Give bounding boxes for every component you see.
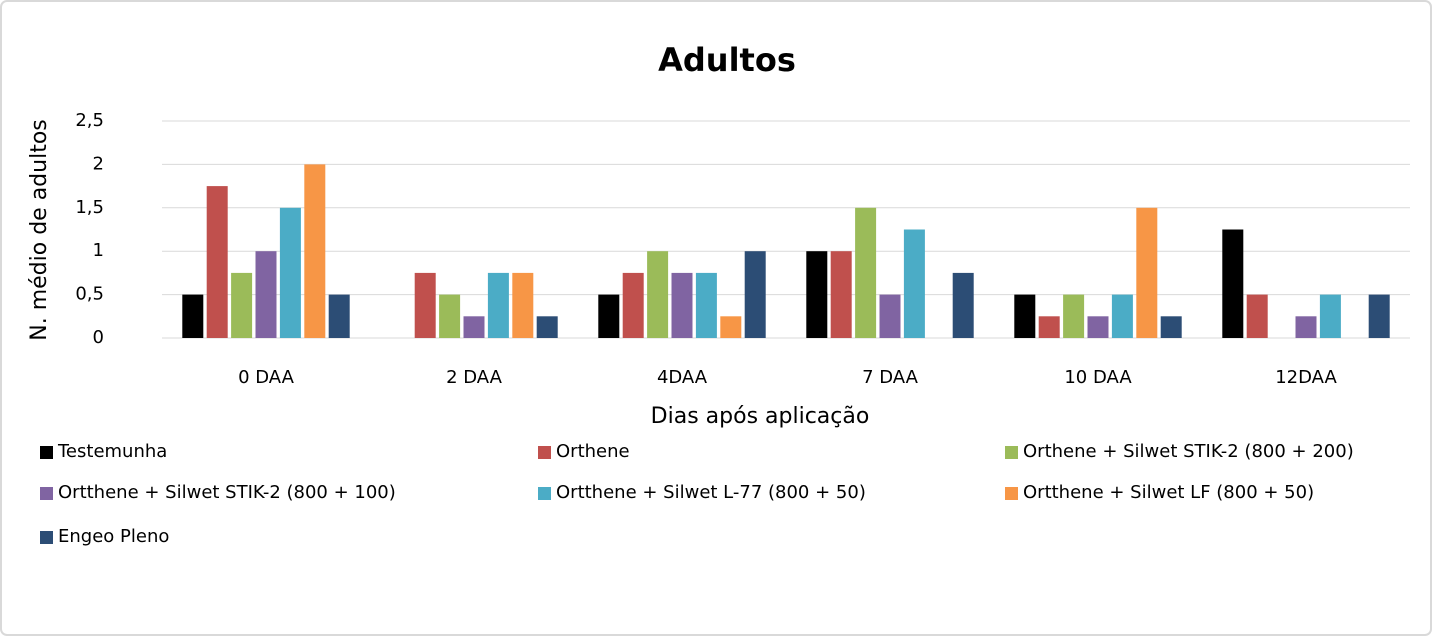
legend-label: Ortthene + Silwet STIK-2 (800 + 100): [58, 482, 396, 503]
bar: [536, 316, 558, 338]
legend-swatch: [1005, 487, 1018, 500]
legend-swatch: [538, 487, 551, 500]
bar: [512, 272, 534, 338]
y-tick-label: 2: [93, 153, 104, 174]
bar: [463, 316, 485, 338]
bar: [952, 272, 974, 338]
legend-swatch: [1005, 446, 1018, 459]
x-tick-label: 10 DAA: [1064, 367, 1132, 388]
bar: [1246, 294, 1268, 338]
legend-swatch: [40, 487, 53, 500]
y-tick-label: 1: [93, 240, 104, 261]
x-tick-label: 2 DAA: [446, 367, 503, 388]
bar: [182, 294, 204, 338]
legend-label: Testemunha: [57, 441, 167, 462]
bar: [414, 272, 436, 338]
bar: [879, 294, 901, 338]
y-axis-title: N. médio de adultos: [27, 119, 52, 340]
bar: [1014, 294, 1036, 338]
bar: [671, 272, 693, 338]
legend-label: Ortthene + Silwet L-77 (800 + 50): [556, 482, 866, 503]
bar: [279, 207, 301, 338]
legend-swatch: [40, 446, 53, 459]
bar: [1136, 207, 1158, 338]
bar: [231, 272, 253, 338]
bar: [304, 164, 326, 338]
bar: [1160, 316, 1182, 338]
bar: [1038, 316, 1060, 338]
bar: [439, 294, 461, 338]
y-tick-label: 0,5: [75, 284, 104, 305]
legend-label: Engeo Pleno: [58, 526, 169, 547]
bar: [903, 229, 925, 338]
bar: [1087, 316, 1109, 338]
bar: [647, 251, 669, 338]
legend-label: Ortthene + Silwet LF (800 + 50): [1023, 482, 1314, 503]
chart-title: Adultos: [658, 41, 796, 79]
bar: [830, 251, 852, 338]
bar: [622, 272, 644, 338]
x-tick-label: 4DAA: [657, 367, 708, 388]
legend-swatch: [40, 531, 53, 544]
x-tick-label: 12DAA: [1275, 367, 1337, 388]
bar: [255, 251, 277, 338]
y-tick-label: 1,5: [75, 197, 104, 218]
x-tick-label: 7 DAA: [862, 367, 919, 388]
bar: [1111, 294, 1133, 338]
bar: [598, 294, 620, 338]
bar: [806, 251, 828, 338]
y-tick-label: 2,5: [75, 110, 104, 131]
x-axis-title: Dias após aplicação: [651, 404, 870, 429]
y-tick-label: 0: [93, 327, 104, 348]
bar: [1319, 294, 1341, 338]
bar: [855, 207, 877, 338]
legend-label: Orthene: [556, 441, 630, 462]
bar: [695, 272, 717, 338]
x-tick-label: 0 DAA: [238, 367, 295, 388]
bar: [1063, 294, 1085, 338]
bar: [1368, 294, 1390, 338]
legend-swatch: [538, 446, 551, 459]
bar: [720, 316, 742, 338]
legend-label: Orthene + Silwet STIK-2 (800 + 200): [1023, 441, 1354, 462]
bar: [206, 186, 228, 338]
bar: [328, 294, 350, 338]
bar: [1222, 229, 1244, 338]
bar: [487, 272, 509, 338]
bar: [1295, 316, 1317, 338]
bar: [744, 251, 766, 338]
